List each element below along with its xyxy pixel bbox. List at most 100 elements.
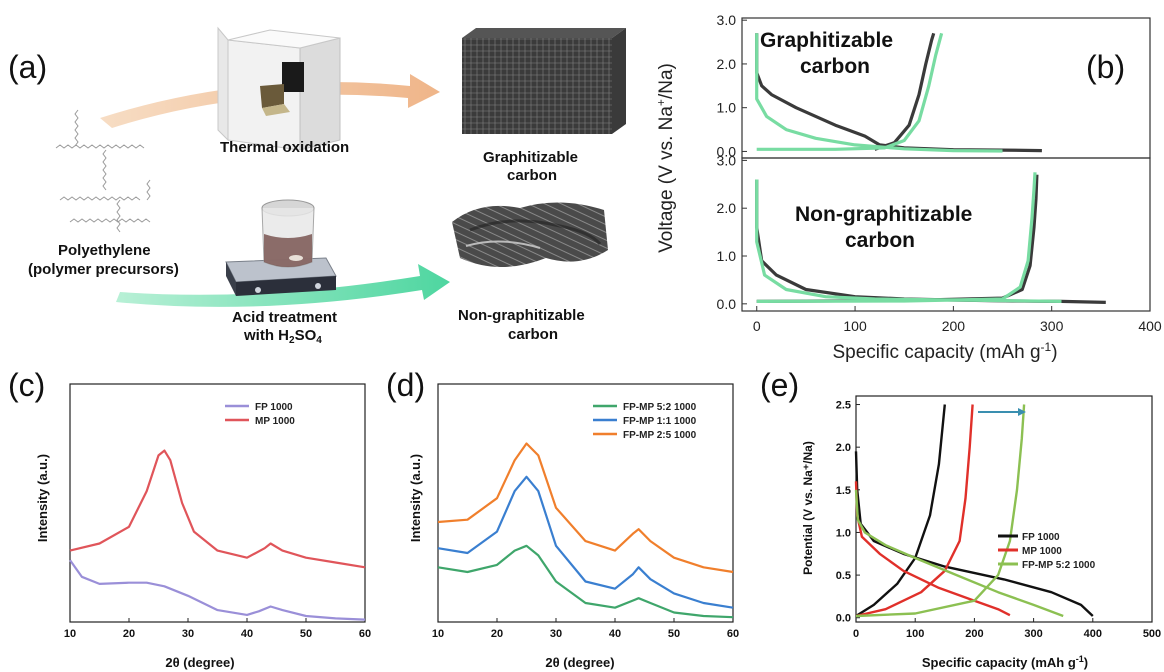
panel-e-ytick-label: 0.5 bbox=[836, 570, 851, 582]
panel-a: (a) Thermal oxidation Graphitizable carb… bbox=[8, 26, 626, 346]
panel-e-xtick-label: 100 bbox=[906, 628, 924, 640]
panel-c-xtick-label: 40 bbox=[241, 628, 253, 640]
polyethylene-structure-icon bbox=[55, 109, 151, 233]
step-bottom-line1: Acid treatment bbox=[232, 309, 337, 326]
panel-c-label: (c) bbox=[8, 367, 45, 403]
panel-d-ylabel: Intensity (a.u.) bbox=[408, 454, 423, 542]
panel-e-xtick-label: 0 bbox=[853, 628, 859, 640]
arrow-bottom bbox=[116, 264, 450, 307]
panel-e-label: (e) bbox=[760, 367, 799, 403]
panel-e-series-4 bbox=[854, 489, 1064, 618]
panel-b-curve-1-0 bbox=[755, 179, 1106, 304]
panel-d-legend-label: FP-MP 1:1 1000 bbox=[623, 416, 697, 427]
panel-d-series-2 bbox=[437, 442, 734, 574]
panel-d-legend-label: FP-MP 5:2 1000 bbox=[623, 402, 697, 413]
panel-b-xtick-label: 100 bbox=[843, 318, 867, 334]
panel-e-ytick-label: 0.0 bbox=[836, 613, 851, 625]
panel-b-xtick-label: 400 bbox=[1138, 318, 1162, 334]
panel-c-xtick-label: 10 bbox=[64, 628, 76, 640]
panel-e-plot: 0 100 200 300 400 500 0.0 0.5 1.0 1.5 2.0 2.5 FP 100… bbox=[836, 395, 1161, 640]
panel-b-ytick-label: 1.0 bbox=[717, 100, 737, 116]
panel-b-xlabel: Specific capacity (mAh g-1) bbox=[832, 340, 1057, 363]
panel-d: (d) 10 20 30 40 50 60 FP-MP 5:2 1000 FP-MP 1:1 … bbox=[386, 367, 739, 670]
panel-b-curve-0-2 bbox=[755, 33, 1003, 153]
panel-c-xlabel: 2θ (degree) bbox=[165, 655, 234, 670]
panel-e-ytick-label: 1.5 bbox=[836, 485, 851, 497]
panel-e-ytick-label: 2.0 bbox=[836, 442, 851, 454]
panel-e-xtick-label: 400 bbox=[1084, 628, 1102, 640]
panel-e-frame bbox=[855, 395, 1153, 623]
step-bottom-line2: with H2SO4 bbox=[243, 327, 322, 346]
panel-d-frame bbox=[437, 383, 734, 623]
panel-d-xlabel: 2θ (degree) bbox=[545, 655, 614, 670]
panel-e-series-3 bbox=[855, 404, 974, 618]
panel-d-legend-label: FP-MP 2:5 1000 bbox=[623, 430, 697, 441]
panel-e-ytick-label: 2.5 bbox=[836, 400, 851, 412]
panel-e-xtick-label: 300 bbox=[1024, 628, 1042, 640]
panel-b-ytick-label: 0.0 bbox=[717, 143, 737, 159]
panel-c-legend-label: MP 1000 bbox=[255, 416, 295, 427]
panel-b: (b) 0.0 1.0 2.0 3.0 0.0 1.0 2.0 3.0 0 100 200 300 4… bbox=[654, 12, 1162, 363]
product-bottom-line2: carbon bbox=[508, 326, 558, 343]
panel-e-legend-label: MP 1000 bbox=[1022, 546, 1062, 557]
precursor-line1: Polyethylene bbox=[58, 242, 151, 259]
panel-b-xtick-label: 200 bbox=[942, 318, 966, 334]
panel-c-series-1 bbox=[69, 449, 366, 569]
panel-d-xtick-label: 40 bbox=[609, 628, 621, 640]
panel-b-xtick-label: 0 bbox=[753, 318, 761, 334]
panel-b-annotation-top-line1: Graphitizable bbox=[760, 29, 893, 52]
panel-e: (e) 0 100 200 300 400 500 0.0 0.5 1.0 1.5 2.0 2.5 FP… bbox=[760, 367, 1161, 670]
precursor-line2: (polymer precursors) bbox=[28, 261, 179, 278]
furnace-icon bbox=[217, 26, 341, 151]
panel-d-series-1 bbox=[437, 475, 734, 609]
panel-b-ylabel: Voltage (V vs. Na+/Na) bbox=[654, 63, 677, 253]
panel-b-annotation-bottom-line1: Non-graphitizable bbox=[795, 203, 972, 226]
panel-e-xlabel: Specific capacity (mAh g-1) bbox=[922, 654, 1088, 670]
panel-c-ylabel: Intensity (a.u.) bbox=[35, 454, 50, 542]
product-top-line2: carbon bbox=[507, 167, 557, 184]
panel-b-ytick-label: 1.0 bbox=[717, 248, 737, 264]
panel-b-ytick-label: 0.0 bbox=[717, 296, 737, 312]
panel-e-series-5 bbox=[855, 404, 1026, 618]
panel-b-subplot-bottom: 0.0 1.0 2.0 3.0 0 100 200 300 400 bbox=[717, 152, 1162, 334]
panel-e-ytick-label: 1.0 bbox=[836, 527, 851, 539]
panel-c: (c) 10 20 30 40 50 60 FP 1000 MP 1000 2θ (degre… bbox=[8, 367, 371, 670]
panel-d-xtick-label: 60 bbox=[727, 628, 739, 640]
panel-b-ytick-label: 3.0 bbox=[717, 152, 737, 168]
panel-b-label: (b) bbox=[1086, 49, 1125, 85]
non-graphitizable-carbon-image bbox=[452, 202, 608, 267]
panel-c-xtick-label: 30 bbox=[182, 628, 194, 640]
panel-c-xtick-label: 50 bbox=[300, 628, 312, 640]
panel-e-xtick-label: 200 bbox=[965, 628, 983, 640]
step-top-label: Thermal oxidation bbox=[220, 139, 349, 156]
product-bottom-line1: Non-graphitizable bbox=[458, 307, 585, 324]
graphitizable-carbon-image bbox=[462, 28, 626, 134]
panel-d-xtick-label: 20 bbox=[491, 628, 503, 640]
panel-d-series-0 bbox=[437, 544, 734, 619]
panel-b-xtick-label: 300 bbox=[1040, 318, 1064, 334]
panel-b-ytick-label: 2.0 bbox=[717, 200, 737, 216]
panel-e-shift-arrowhead bbox=[1018, 408, 1026, 416]
panel-c-frame bbox=[69, 383, 366, 623]
panel-d-xtick-label: 10 bbox=[432, 628, 444, 640]
panel-d-label: (d) bbox=[386, 367, 425, 403]
panel-d-plot: 10 20 30 40 50 60 FP-MP 5:2 1000 FP-MP 1:1 1000… bbox=[432, 383, 739, 640]
panel-b-annotation-bottom-line2: carbon bbox=[845, 229, 915, 252]
panel-b-ytick-label: 3.0 bbox=[717, 12, 737, 28]
panel-a-label: (a) bbox=[8, 49, 47, 85]
beaker-hotplate-icon bbox=[225, 199, 337, 296]
arrow-top bbox=[100, 74, 440, 128]
panel-e-legend-label: FP-MP 5:2 1000 bbox=[1022, 560, 1096, 571]
panel-e-xtick-label: 500 bbox=[1143, 628, 1161, 640]
panel-d-xtick-label: 30 bbox=[550, 628, 562, 640]
panel-b-ytick-label: 2.0 bbox=[717, 56, 737, 72]
panel-e-ylabel: Potential (V vs. Na⁺/Na) bbox=[801, 441, 815, 575]
panel-c-xtick-label: 60 bbox=[359, 628, 371, 640]
panel-c-series-0 bbox=[69, 559, 366, 621]
panel-b-annotation-top-line2: carbon bbox=[800, 55, 870, 78]
panel-e-legend-label: FP 1000 bbox=[1022, 532, 1060, 543]
panel-b-curve-1-3 bbox=[756, 172, 1037, 303]
product-top-line1: Graphitizable bbox=[483, 149, 578, 166]
panel-b-subplot-top: 0.0 1.0 2.0 3.0 bbox=[717, 12, 1151, 159]
panel-c-plot: 10 20 30 40 50 60 FP 1000 MP 1000 bbox=[64, 383, 371, 640]
